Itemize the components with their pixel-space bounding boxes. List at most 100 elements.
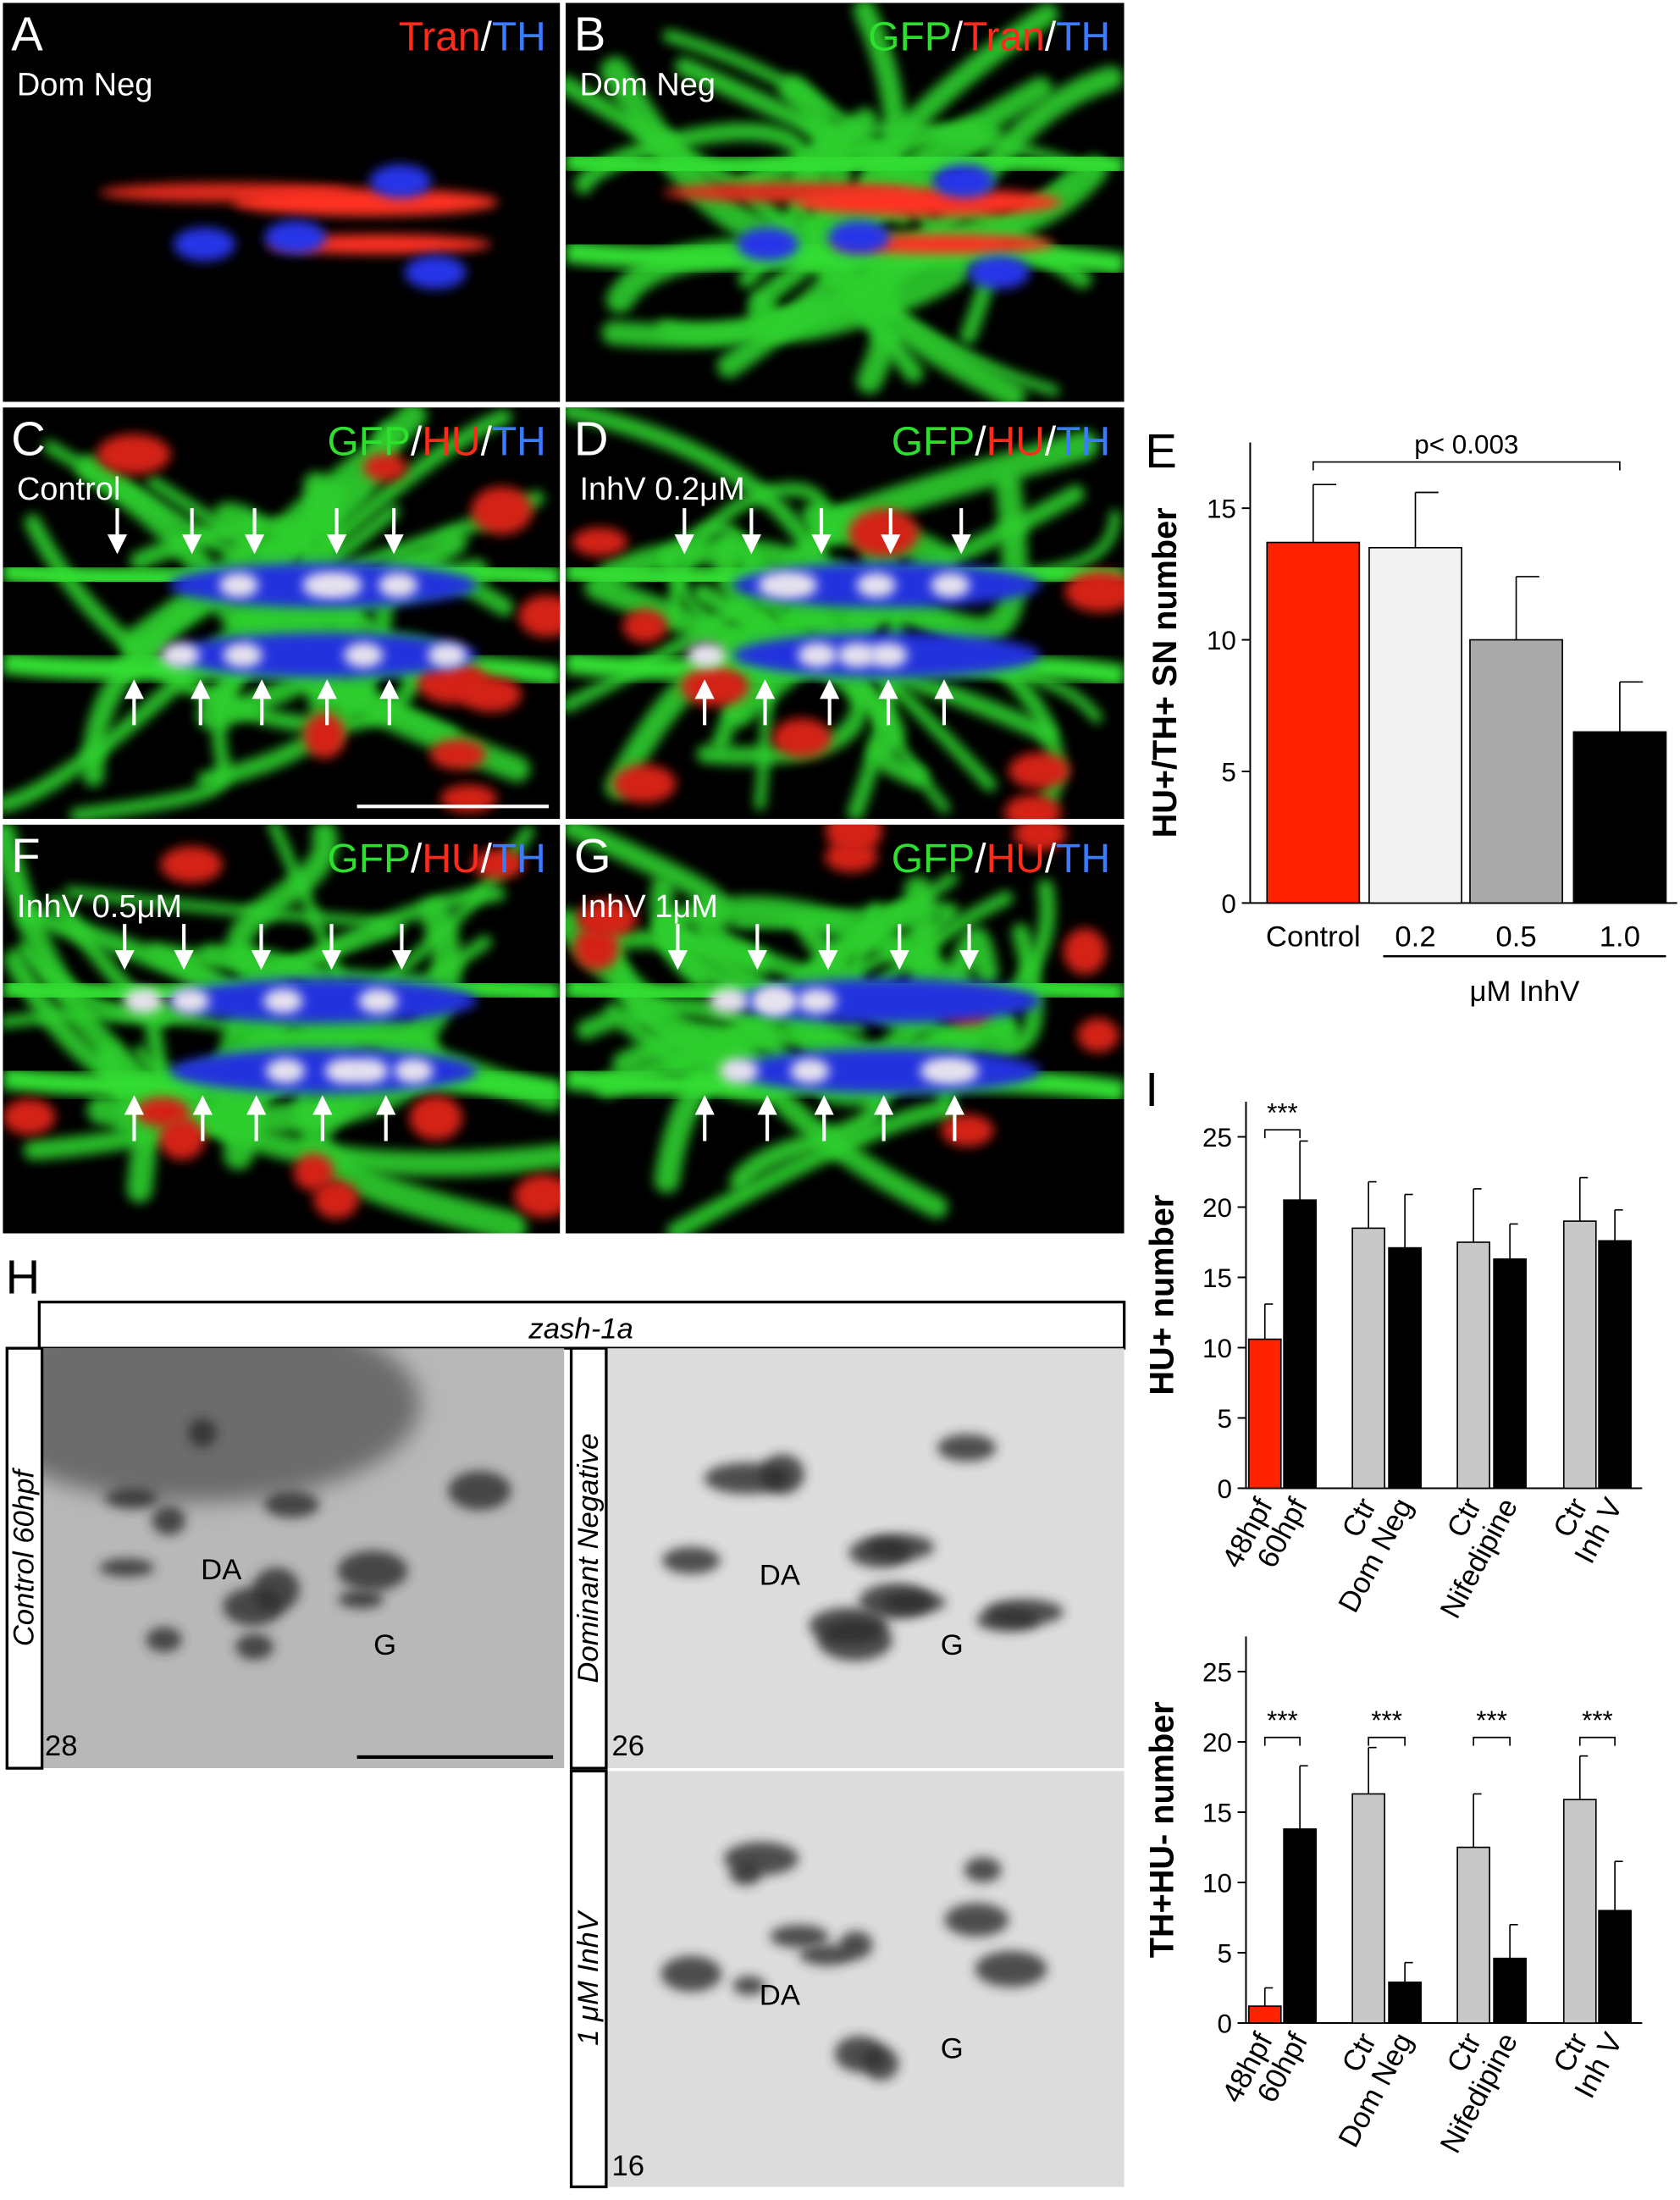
th-signal (932, 164, 995, 198)
stain-part: / (481, 15, 493, 60)
condition-label: 1 μM InhV (572, 1910, 605, 2046)
bar (1368, 546, 1462, 904)
arrow (326, 508, 347, 555)
panel-label: E (1145, 424, 1177, 478)
th-signal (174, 227, 235, 262)
region-label: DA (201, 1554, 242, 1586)
y-tick-label: 0 (1221, 889, 1235, 919)
stain-label: GFP/HU/TH (892, 837, 1110, 882)
stain-part: TH (1056, 15, 1110, 60)
hu-signal (612, 764, 677, 804)
y-tick-label: 0 (1217, 2009, 1231, 2039)
probe-banner (37, 1300, 1126, 1350)
condition-label: Dominant Negative (572, 1434, 605, 1683)
hu-th-cell (263, 988, 303, 1014)
stain-blob (105, 1488, 158, 1509)
arrow (107, 508, 128, 555)
stain-blob (732, 1976, 765, 1995)
arrow (878, 679, 898, 726)
region-label: G (941, 2032, 964, 2065)
arrow (246, 1095, 267, 1141)
hu-th-cell (837, 642, 877, 668)
region-label: G (373, 1629, 396, 1661)
arrow (811, 508, 832, 555)
condition-label: InhV 0.5μM (17, 889, 182, 925)
stain-part: HU (422, 419, 480, 464)
condition-label: Dom Neg (579, 67, 716, 102)
significance-label: *** (1371, 1705, 1402, 1735)
hu-th-cell (344, 642, 384, 668)
bar (1388, 1982, 1422, 2024)
y-tick-label: 0 (1217, 1474, 1231, 1504)
bar (1266, 541, 1361, 904)
stain-blob (338, 1589, 384, 1609)
bar (1562, 1799, 1597, 2024)
y-tick-label: 20 (1202, 1193, 1232, 1223)
stain-blob (448, 1471, 511, 1511)
y-axis-label: HU+/TH+ SN number (1147, 507, 1184, 837)
bar (1247, 1338, 1282, 1490)
arrow (317, 679, 337, 726)
stain-label: GFP/HU/TH (327, 419, 545, 464)
arrow (114, 924, 135, 970)
stain-part: / (975, 837, 986, 882)
region-label: DA (760, 1980, 801, 2012)
gfp-fiber (694, 896, 1021, 1051)
arrow (934, 679, 954, 726)
hu-th-cell (687, 642, 727, 668)
condition-label: Control 60hpf (8, 1468, 41, 1647)
arrow (124, 1095, 145, 1141)
hu-th-cell (124, 988, 163, 1014)
stain-blob (848, 1537, 912, 1568)
arrow (667, 924, 688, 970)
arrow (757, 1095, 777, 1141)
y-tick-label: 10 (1207, 626, 1236, 655)
stain-blob (975, 1950, 1047, 1987)
arrow (251, 924, 272, 970)
y-tick-label: 25 (1202, 1123, 1232, 1153)
stain-label: Tran/TH (399, 15, 546, 60)
micrograph (3, 3, 561, 402)
hu-signal (941, 1114, 994, 1147)
y-tick-label: 10 (1202, 1869, 1232, 1899)
stain-blob (337, 1551, 408, 1591)
th-signal (369, 164, 432, 198)
arrow (951, 508, 971, 555)
significance-label: *** (1267, 1705, 1298, 1735)
hu-signal (313, 1180, 359, 1219)
hu-signal (472, 848, 525, 880)
hu-th-cell (428, 642, 467, 668)
stain-blob (770, 1925, 829, 1948)
hu-signal (362, 452, 407, 482)
arrow (251, 679, 272, 726)
arrow (944, 1095, 964, 1141)
hu-th-cell (170, 988, 210, 1014)
tran-signal (232, 188, 499, 217)
hu-signal (1077, 1018, 1119, 1053)
arrow (384, 508, 404, 555)
th-signal (264, 220, 327, 255)
dic-image (605, 1348, 1125, 1769)
hu-th-cell (302, 572, 342, 598)
stain-part: GFP (327, 837, 411, 882)
arrow (881, 508, 901, 555)
y-tick-label: 20 (1202, 1728, 1232, 1758)
stain-blob (152, 1506, 186, 1535)
hu-signal (96, 434, 171, 475)
hu-th-cell (719, 1058, 759, 1084)
y-axis-label: TH+HU- number (1143, 1701, 1180, 1958)
panel-label: B (574, 8, 605, 61)
stain-label: GFP/HU/TH (327, 837, 545, 882)
hu-th-cell (752, 988, 792, 1014)
significance-label: *** (1267, 1097, 1298, 1127)
side-box (569, 1769, 608, 2189)
probe-label: zash-1a (528, 1313, 633, 1346)
bar (1493, 1957, 1527, 2024)
stain-part: Tran (963, 15, 1045, 60)
stain-part: / (975, 419, 986, 464)
stain-part: / (481, 837, 493, 882)
arrow (244, 508, 265, 555)
bar (1598, 1910, 1632, 2024)
y-tick-label: 10 (1202, 1334, 1232, 1363)
hu-th-cell (797, 988, 837, 1014)
